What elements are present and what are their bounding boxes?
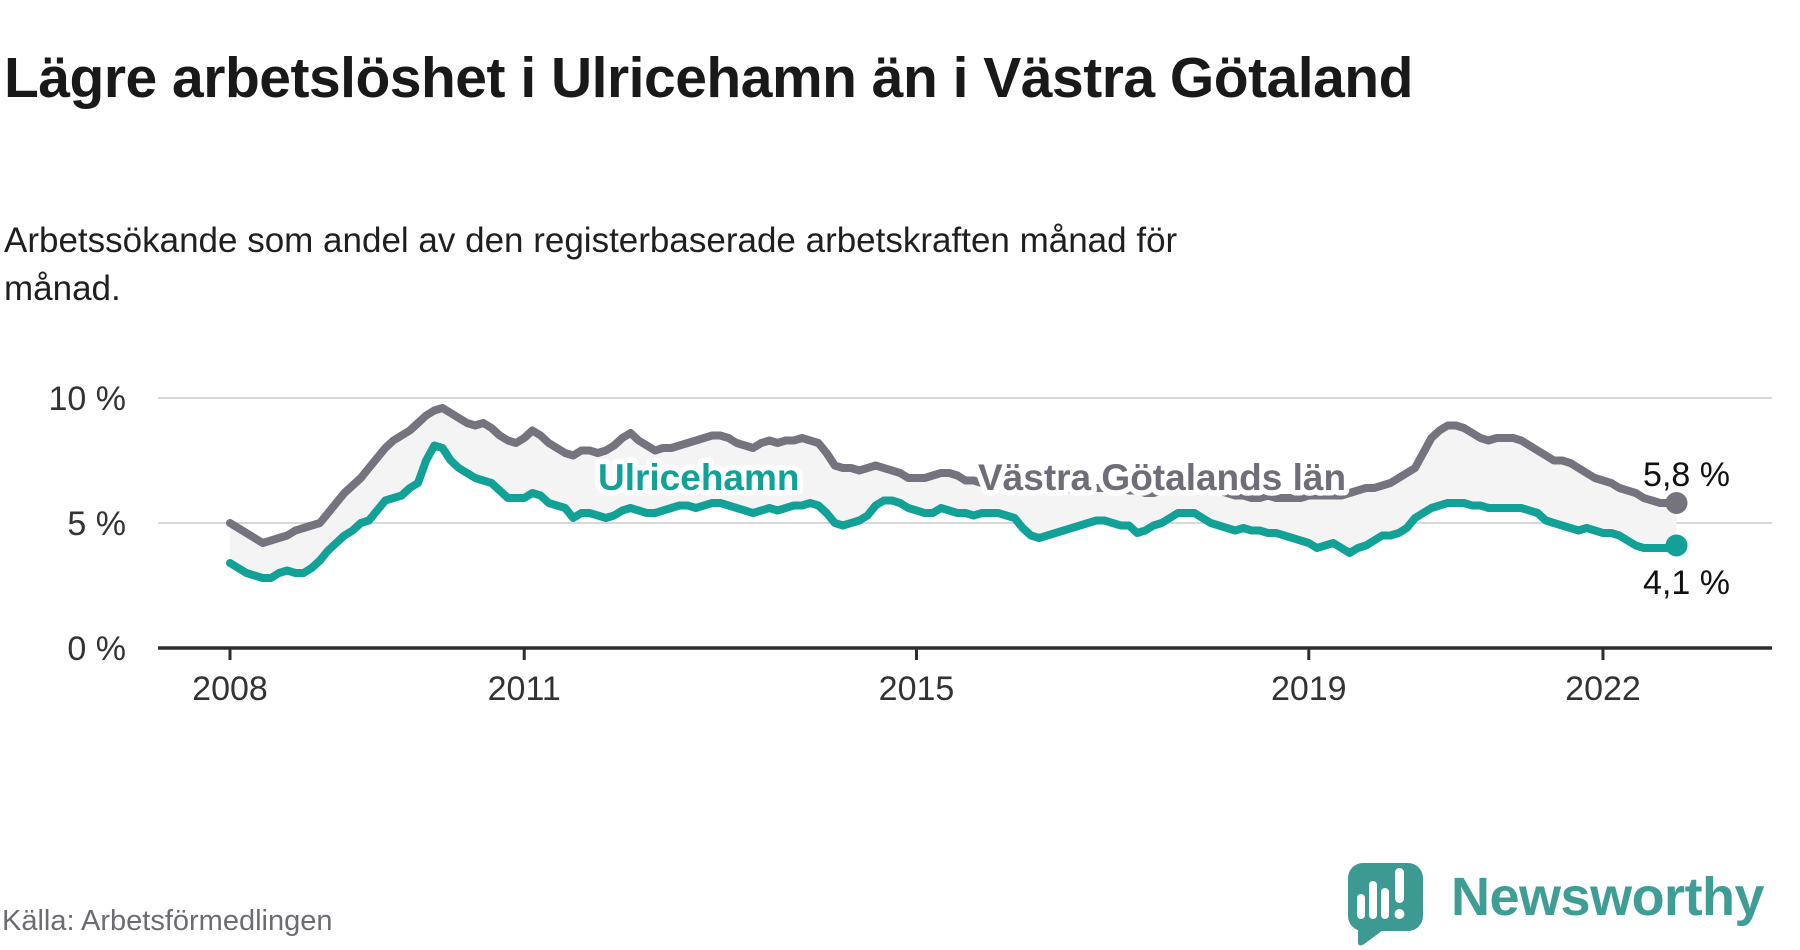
end-value-label-ulricehamn: 4,1 % bbox=[1643, 564, 1730, 602]
bar-chart-bar-mid bbox=[1381, 888, 1389, 919]
series-end-dot-ulricehamn bbox=[1665, 534, 1688, 557]
y-tick-label: 10 % bbox=[49, 380, 127, 418]
series-line-vastra-gotalands-lan bbox=[226, 404, 1681, 547]
y-tick-label: 5 % bbox=[67, 505, 126, 543]
x-tick-label: 2008 bbox=[192, 670, 268, 708]
speech-bubble-tail bbox=[1358, 926, 1387, 946]
x-tick-label: 2019 bbox=[1271, 670, 1347, 708]
page-subtitle: Arbetssökande som andel av den registerb… bbox=[4, 221, 1178, 308]
end-value-label-vastra: 5,8 % bbox=[1643, 456, 1730, 494]
page-title: Lägre arbetslöshet i Ulricehamn än i Väs… bbox=[4, 46, 1413, 111]
x-tick-label: 2015 bbox=[879, 670, 955, 708]
y-tick-label: 0 % bbox=[67, 630, 126, 668]
series-line-ulricehamn bbox=[226, 441, 1681, 582]
fill-between-series bbox=[230, 408, 1677, 578]
series-end-dot-vastra-gotalands-lan bbox=[1665, 492, 1688, 514]
x-tick-label: 2022 bbox=[1565, 670, 1641, 708]
exclamation-bar bbox=[1395, 868, 1404, 903]
source-note: Källa: Arbetsförmedlingen bbox=[2, 905, 333, 937]
bar-chart-bar-tall bbox=[1369, 881, 1377, 919]
exclamation-dot bbox=[1394, 909, 1405, 919]
x-tick-label: 2011 bbox=[488, 670, 561, 708]
series-label-vastra-gotalands-lan: Västra Götalands län bbox=[978, 457, 1346, 498]
newsworthy-logo-text: Newsworthy bbox=[1451, 867, 1765, 927]
chart-layers: 10 % 5 % 0 % 2008 2011 2015 2019 2022 bbox=[49, 380, 1772, 708]
bar-chart-bar-small bbox=[1357, 894, 1365, 919]
series-label-ulricehamn: Ulricehamn bbox=[598, 457, 800, 498]
newsworthy-logo-icon bbox=[1348, 863, 1423, 946]
